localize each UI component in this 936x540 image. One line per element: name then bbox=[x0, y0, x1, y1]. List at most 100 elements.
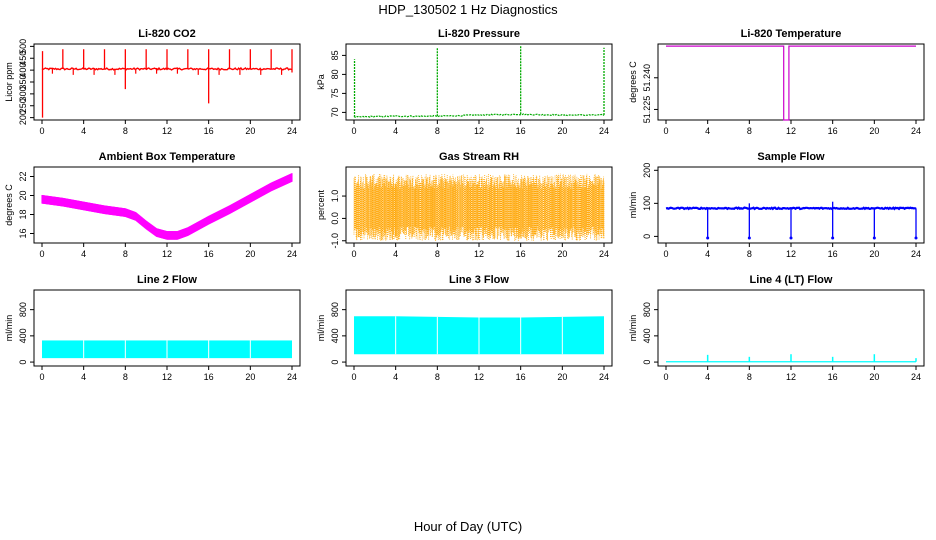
y-tick-label: 0.0 bbox=[330, 212, 340, 225]
panel-pressure: Li-820 Pressure kPa 0 4 8 12 16 20 24 70 75 80 85 bbox=[316, 28, 613, 136]
x-tick-label: 4 bbox=[81, 372, 86, 382]
x-tick-label: 20 bbox=[245, 249, 255, 259]
y-tick-label: 51.240 bbox=[642, 64, 652, 92]
x-tick-label: 16 bbox=[204, 126, 214, 136]
x-tick-label: 4 bbox=[705, 372, 710, 382]
x-tick-label: 8 bbox=[747, 372, 752, 382]
panel-title: Li-820 CO2 bbox=[138, 28, 195, 40]
panel-title: Line 2 Flow bbox=[137, 274, 197, 286]
x-tick-label: 20 bbox=[557, 249, 567, 259]
x-tick-label: 8 bbox=[747, 249, 752, 259]
y-tick-label: 800 bbox=[18, 302, 28, 317]
x-tick-label: 16 bbox=[828, 249, 838, 259]
x-tick-label: 16 bbox=[828, 372, 838, 382]
flow-drop-point bbox=[789, 236, 793, 240]
x-tick-label: 0 bbox=[663, 372, 668, 382]
y-axis-label: ml/min bbox=[628, 315, 638, 342]
y-tick-label: -1.0 bbox=[330, 233, 340, 249]
x-tick-label: 8 bbox=[123, 126, 128, 136]
y-axis-label: degrees C bbox=[628, 61, 638, 103]
panel-title: Sample Flow bbox=[757, 151, 825, 163]
x-tick-label: 24 bbox=[911, 126, 921, 136]
x-tick-label: 24 bbox=[287, 126, 297, 136]
flow-drop-point bbox=[872, 236, 876, 240]
x-tick-label: 16 bbox=[204, 249, 214, 259]
x-tick-label: 20 bbox=[869, 372, 879, 382]
panel-title: Line 4 (LT) Flow bbox=[750, 274, 833, 286]
x-tick-label: 12 bbox=[786, 372, 796, 382]
x-tick-label: 12 bbox=[162, 372, 172, 382]
panel-line3: Line 3 Flow ml/min 0 4 8 12 16 20 24 0 400 800 bbox=[316, 274, 613, 382]
panel-temp: Li-820 Temperature degrees C 0 4 8 12 16 20 24 51… bbox=[628, 28, 925, 136]
panel-ambient: Ambient Box Temperature degrees C 0 4 8 12 16 2… bbox=[4, 151, 301, 259]
panel-line2: Line 2 Flow ml/min 0 4 8 12 16 20 24 0 400 800 bbox=[4, 274, 301, 382]
panel-sample: Sample Flow ml/min 0 4 8 12 16 20 24 0 100 200 bbox=[628, 151, 925, 259]
panel-rh: Gas Stream RH percent 0 4 8 12 16 20 24 -1.0 0.0 1.… bbox=[316, 151, 613, 259]
x-tick-label: 4 bbox=[81, 249, 86, 259]
panel-line4: Line 4 (LT) Flow ml/min 0 4 8 12 16 20 24 0 400 800 bbox=[628, 274, 925, 382]
y-tick-label: 200 bbox=[642, 163, 652, 178]
x-tick-label: 4 bbox=[81, 126, 86, 136]
panel-co2: Li-820 CO2 Licor ppm 0 4 8 12 16 20 24 2002503003… bbox=[4, 28, 301, 136]
y-tick-label: 250 bbox=[18, 98, 28, 113]
panel-title: Line 3 Flow bbox=[449, 274, 509, 286]
y-tick-label: 22 bbox=[18, 171, 28, 181]
y-tick-label: 85 bbox=[330, 50, 340, 60]
x-tick-label: 20 bbox=[557, 126, 567, 136]
y-tick-label: 75 bbox=[330, 88, 340, 98]
x-tick-label: 8 bbox=[435, 372, 440, 382]
x-tick-label: 0 bbox=[39, 249, 44, 259]
y-axis-label: ml/min bbox=[628, 192, 638, 219]
series-line bbox=[666, 45, 916, 121]
figure-title: HDP_130502 1 Hz Diagnostics bbox=[378, 2, 558, 17]
panel-title: Li-820 Pressure bbox=[438, 28, 520, 40]
y-tick-label: 200 bbox=[18, 110, 28, 125]
y-axis-label: degrees C bbox=[4, 184, 14, 226]
x-tick-label: 8 bbox=[747, 126, 752, 136]
figure-x-axis-label: Hour of Day (UTC) bbox=[414, 519, 522, 534]
x-tick-label: 0 bbox=[351, 249, 356, 259]
x-tick-label: 24 bbox=[599, 126, 609, 136]
y-tick-label: 100 bbox=[642, 196, 652, 211]
x-tick-label: 20 bbox=[245, 372, 255, 382]
y-tick-label: 800 bbox=[330, 302, 340, 317]
y-tick-label: 450 bbox=[18, 51, 28, 66]
flow-drop-point bbox=[747, 236, 751, 240]
y-tick-label: 400 bbox=[18, 63, 28, 78]
x-tick-label: 20 bbox=[869, 126, 879, 136]
x-tick-label: 8 bbox=[435, 249, 440, 259]
flow-drop-point bbox=[706, 236, 710, 240]
y-tick-label: 0 bbox=[18, 360, 28, 365]
x-tick-label: 4 bbox=[393, 249, 398, 259]
y-axis-label: kPa bbox=[316, 74, 326, 90]
x-tick-label: 16 bbox=[828, 126, 838, 136]
y-axis-label: ml/min bbox=[316, 315, 326, 342]
y-tick-label: 51.225 bbox=[642, 96, 652, 124]
x-tick-label: 20 bbox=[245, 126, 255, 136]
y-tick-label: 400 bbox=[330, 328, 340, 343]
x-tick-label: 4 bbox=[393, 372, 398, 382]
flow-drop-point bbox=[914, 236, 918, 240]
y-axis-label: ml/min bbox=[4, 315, 14, 342]
x-tick-label: 24 bbox=[911, 249, 921, 259]
y-axis-label: percent bbox=[316, 189, 326, 220]
x-tick-label: 20 bbox=[869, 249, 879, 259]
x-tick-label: 12 bbox=[786, 249, 796, 259]
y-tick-label: 16 bbox=[18, 228, 28, 238]
y-tick-label: 300 bbox=[18, 86, 28, 101]
panel-title: Li-820 Temperature bbox=[741, 28, 842, 40]
x-tick-label: 16 bbox=[516, 249, 526, 259]
y-tick-label: 500 bbox=[18, 39, 28, 54]
y-tick-label: 350 bbox=[18, 74, 28, 89]
x-tick-label: 4 bbox=[705, 126, 710, 136]
y-tick-label: 18 bbox=[18, 209, 28, 219]
x-tick-label: 4 bbox=[393, 126, 398, 136]
x-tick-label: 0 bbox=[351, 372, 356, 382]
series-line bbox=[353, 113, 605, 118]
y-tick-label: 400 bbox=[18, 328, 28, 343]
x-tick-label: 12 bbox=[786, 126, 796, 136]
x-tick-label: 24 bbox=[599, 249, 609, 259]
x-tick-label: 16 bbox=[516, 372, 526, 382]
y-tick-label: 400 bbox=[642, 328, 652, 343]
